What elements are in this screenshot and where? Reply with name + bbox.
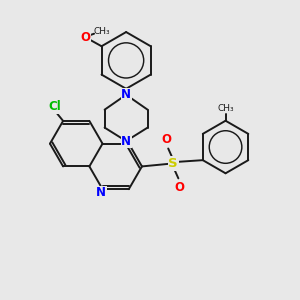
Text: CH₃: CH₃	[93, 27, 110, 36]
Text: N: N	[121, 134, 131, 148]
Text: O: O	[162, 133, 172, 146]
Text: O: O	[175, 181, 185, 194]
Text: O: O	[80, 31, 90, 44]
Text: N: N	[121, 88, 131, 101]
Text: S: S	[169, 157, 178, 170]
Text: Cl: Cl	[49, 100, 61, 113]
Text: CH₃: CH₃	[217, 104, 234, 113]
Text: N: N	[96, 186, 106, 199]
